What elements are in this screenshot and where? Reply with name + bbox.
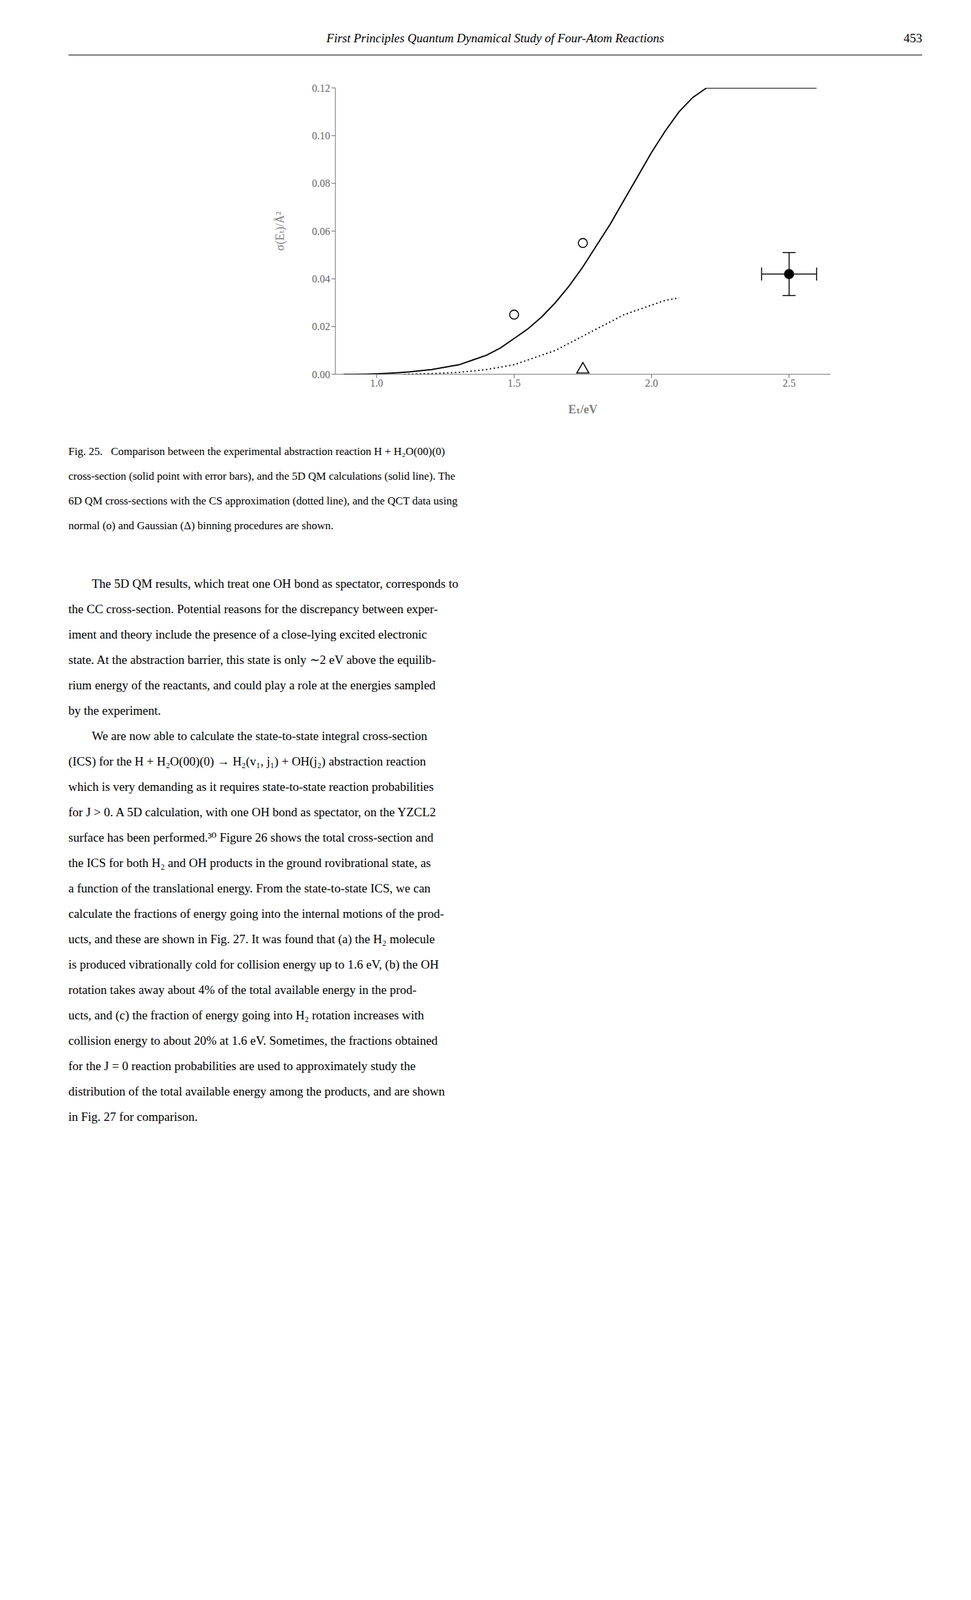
html-text:by the experiment.: by the experiment.	[68, 703, 161, 718]
html-text:calculate the fractions of ene: calculate the fractions of energy going …	[68, 907, 445, 921]
html-text:The 5D QM results, which treat: The 5D QM results, which treat one OH bo…	[91, 576, 459, 591]
svg-text:0.08: 0.08	[311, 177, 331, 189]
html-text:ucts, and these are shown in F: ucts, and these are shown in Fig. 27. It…	[68, 932, 435, 947]
html-text:distribution of the total avai: distribution of the total available ener…	[68, 1084, 445, 1099]
html-text:which is very demanding as it: which is very demanding as it requires s…	[68, 780, 434, 794]
svg-text:2.5: 2.5	[782, 377, 796, 389]
html-text:normal (o) and Gaussian (Δ) bi: normal (o) and Gaussian (Δ) binning proc…	[68, 519, 334, 533]
html-text:is produced vibrationally cold: is produced vibrationally cold for colli…	[68, 957, 439, 972]
html-text:in Fig. 27 for comparison.: in Fig. 27 for comparison.	[68, 1110, 198, 1125]
html-text:rium energy of the reactants,: rium energy of the reactants, and could …	[68, 678, 436, 693]
html-text:rotation takes away about 4% o: rotation takes away about 4% of the tota…	[68, 983, 417, 998]
html-text:for the J = 0 reaction probabi: for the J = 0 reaction probabilities are…	[68, 1059, 416, 1074]
html-text:453: 453	[903, 31, 923, 45]
svg-text:0.06: 0.06	[311, 225, 331, 238]
svg-text:0.00: 0.00	[311, 369, 331, 381]
html-text:collision energy to about 20%: collision energy to about 20% at 1.6 eV.…	[68, 1034, 438, 1048]
svg-text:0.02: 0.02	[311, 321, 331, 333]
html-text:iment and theory include the p: iment and theory include the presence of…	[68, 627, 428, 642]
svg-text:0.04: 0.04	[311, 273, 331, 285]
svg-text:1.0: 1.0	[369, 377, 383, 389]
svg-text:Eₜ/eV: Eₜ/eV	[568, 403, 598, 417]
html-text:ucts, and (c) the fraction of: ucts, and (c) the fraction of energy goi…	[68, 1008, 424, 1023]
html-text:First Principles Quantum Dynam: First Principles Quantum Dynamical Study…	[326, 31, 665, 45]
html-text:Fig. 25. Comparison between th: Fig. 25. Comparison between the experime…	[68, 445, 445, 458]
html-text:state. At the abstraction barr: state. At the abstraction barrier, this …	[68, 653, 436, 667]
html-text:for J > 0. A 5D calculation, w: for J > 0. A 5D calculation, with one OH…	[68, 805, 436, 820]
svg-text:1.5: 1.5	[507, 377, 521, 389]
html-text:the CC cross-section. Potentia: the CC cross-section. Potential reasons …	[68, 602, 438, 617]
svg-text:0.12: 0.12	[311, 82, 331, 94]
html-text:(ICS) for the H + H₂O(00)(0) →: (ICS) for the H + H₂O(00)(0) → H₂(v₁, j₁…	[68, 754, 426, 769]
html-text:the ICS for both H₂ and OH pro: the ICS for both H₂ and OH products in t…	[68, 856, 431, 871]
html-text:cross-section (solid point wit: cross-section (solid point with error ba…	[68, 470, 456, 483]
html-text:6D QM cross-sections with the: 6D QM cross-sections with the CS approxi…	[68, 494, 458, 508]
html-text:a function of the translationa: a function of the translational energy. …	[68, 881, 431, 896]
html-text:surface has been performed.³⁰: surface has been performed.³⁰ Figure 26 …	[68, 830, 434, 845]
html-text:We are now able to calculate t: We are now able to calculate the state-t…	[91, 729, 428, 744]
svg-text:σ(Eₜ)/Å²: σ(Eₜ)/Å²	[273, 211, 288, 252]
svg-text:0.10: 0.10	[311, 130, 331, 142]
svg-text:2.0: 2.0	[645, 377, 659, 389]
